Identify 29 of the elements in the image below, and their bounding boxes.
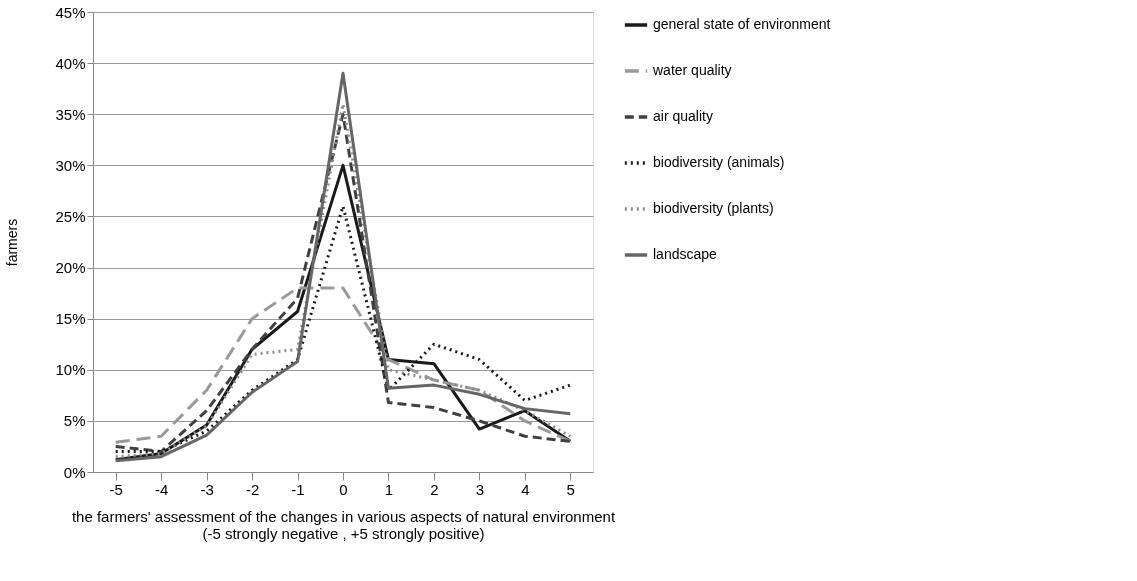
x-axis-title: the farmers' assessment of the changes in various aspects of natural environment (-5 strongly negative , +5 strongly positive) [71, 507, 616, 542]
legend-label: biodiversity (animals) [653, 154, 785, 170]
y-tick-label: 10% [55, 361, 86, 379]
x-tick-label: -5 [109, 480, 123, 498]
legend-label: air quality [653, 108, 713, 124]
y-tick-label: 20% [55, 259, 86, 277]
legend-label: general state of environment [653, 16, 831, 32]
x-tick-label: 0 [339, 480, 348, 498]
legend-label: landscape [653, 246, 718, 262]
x-tick-label: 3 [475, 480, 485, 498]
legend-label: biodiversity (plants) [653, 200, 774, 216]
y-tick-label: 30% [55, 156, 86, 174]
y-tick-label: 40% [55, 54, 86, 72]
y-tick-label: 35% [55, 105, 86, 123]
y-tick-label: 0% [63, 463, 86, 481]
x-tick-label: 4 [521, 480, 530, 498]
y-tick-label: 45% [55, 3, 86, 21]
legend-label: water quality [652, 62, 732, 78]
x-tick-label: 1 [384, 480, 394, 498]
y-tick-label: 25% [55, 207, 86, 225]
x-tick-label: -1 [291, 480, 305, 498]
y-axis-title: farmers [4, 218, 21, 267]
x-tick-label: -4 [155, 480, 169, 498]
x-tick-label: -3 [200, 480, 214, 498]
x-tick-label: -2 [245, 480, 260, 498]
x-tick-label: 5 [566, 480, 575, 498]
x-tick-label: 2 [430, 480, 439, 498]
y-tick-label: 15% [55, 310, 86, 328]
y-tick-label: 5% [63, 412, 86, 430]
